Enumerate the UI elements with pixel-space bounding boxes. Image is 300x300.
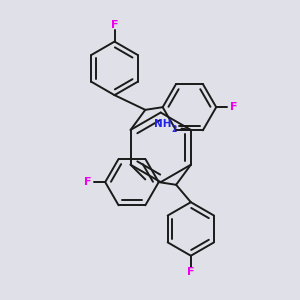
Text: F: F bbox=[111, 20, 118, 30]
Text: 2: 2 bbox=[172, 125, 177, 134]
Text: F: F bbox=[230, 102, 237, 112]
Text: F: F bbox=[84, 177, 92, 187]
Text: NH: NH bbox=[154, 119, 172, 129]
Text: F: F bbox=[187, 267, 195, 277]
